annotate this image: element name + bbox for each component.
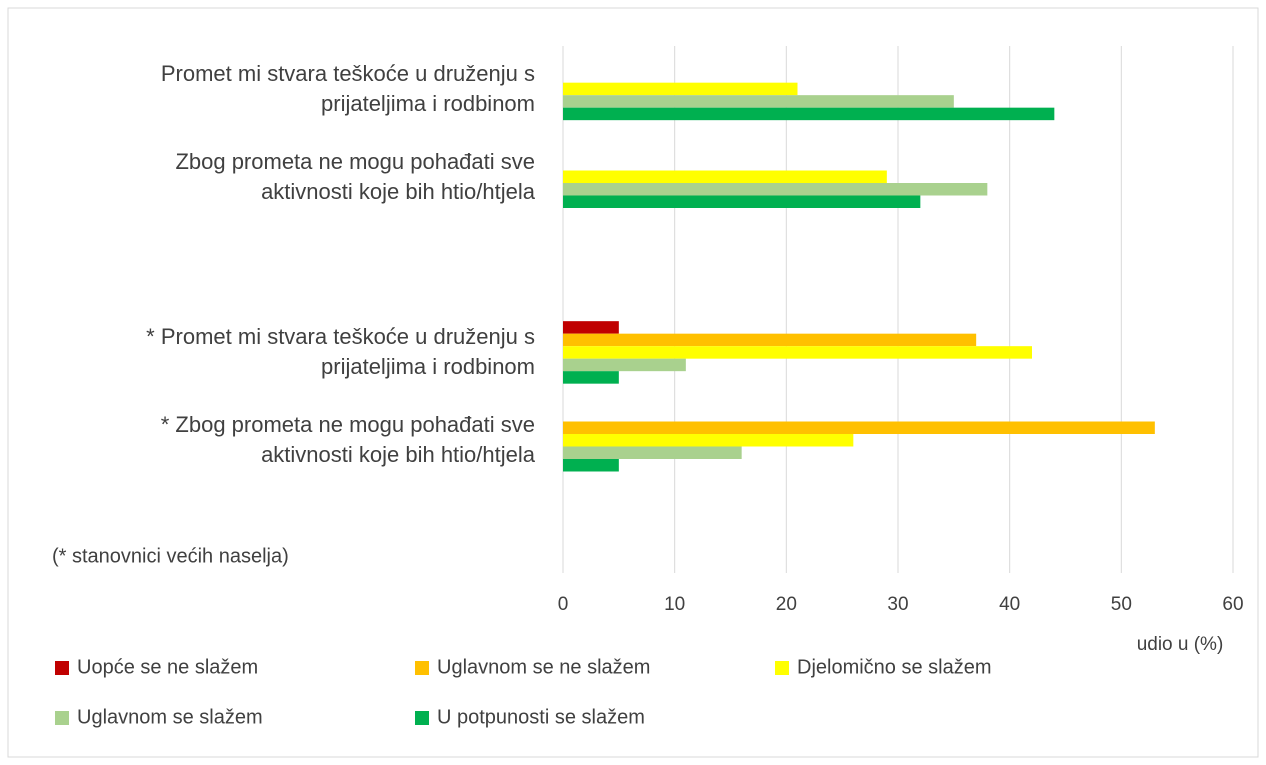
x-axis-label: udio u (%): [1137, 634, 1224, 655]
bar: [563, 358, 686, 372]
bar: [563, 321, 619, 334]
legend-swatch: [415, 661, 429, 675]
x-tick-label: 30: [887, 594, 908, 615]
bar: [563, 446, 742, 459]
bar: [563, 170, 887, 183]
y-tick-label: Promet mi stvara teškoće u druženju s pr…: [160, 60, 535, 116]
y-tick-label: * Zbog prometa ne mogu pohađati sve akti…: [160, 412, 535, 468]
bar: [563, 95, 954, 108]
legend-swatch: [775, 661, 789, 675]
legend-swatch: [415, 711, 429, 725]
bar: [563, 346, 1032, 359]
annotation: (* stanovnici većih naselja): [52, 545, 289, 567]
x-tick-label: 20: [776, 594, 797, 615]
chart-border: [7, 7, 1259, 758]
bar: [563, 459, 619, 472]
legend-label: Uglavnom se slažem: [77, 706, 263, 728]
bar: [563, 183, 988, 196]
bar: [563, 107, 1055, 121]
legend-swatch: [55, 661, 69, 675]
x-tick-label: 10: [664, 594, 685, 615]
bar: [563, 421, 1155, 434]
bar: [563, 333, 977, 347]
y-tick-label: Zbog prometa ne mogu pohađati sve aktivn…: [175, 148, 535, 204]
legend-label: U potpunosti se slažem: [437, 706, 645, 728]
bar: [563, 371, 619, 384]
legend-label: Djelomično se slažem: [797, 656, 992, 678]
bar: [563, 82, 798, 96]
legend-label: Uopće se ne slažem: [77, 656, 258, 678]
legend-swatch: [55, 711, 69, 725]
x-tick-label: 50: [1111, 594, 1132, 615]
x-tick-label: 0: [558, 594, 569, 615]
bar: [563, 195, 921, 208]
bar: [563, 434, 854, 447]
x-tick-label: 40: [999, 594, 1020, 615]
legend-label: Uglavnom se ne slažem: [437, 656, 650, 678]
y-tick-label: * Promet mi stvara teškoće u druženju s …: [146, 324, 535, 380]
x-tick-label: 60: [1222, 594, 1243, 615]
